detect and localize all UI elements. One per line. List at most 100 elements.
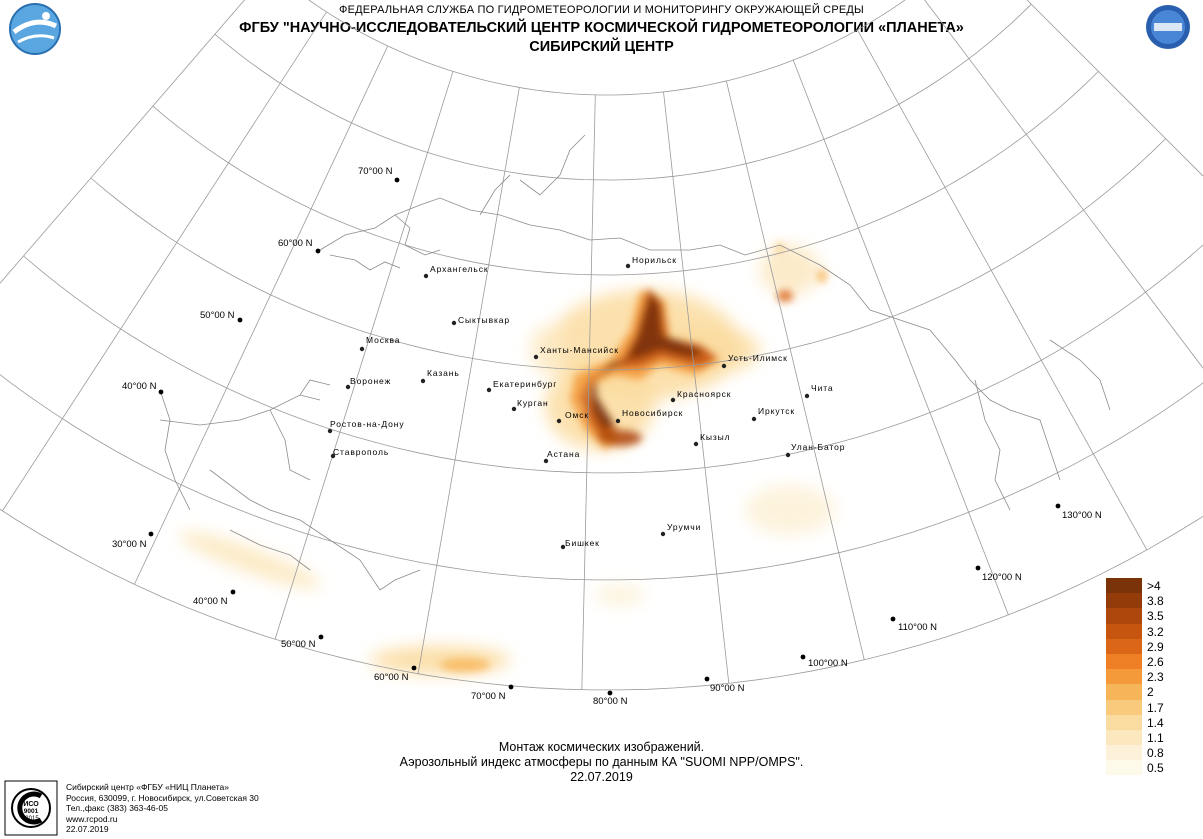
city-marker: Чита: [804, 383, 833, 399]
legend-label: 3.2: [1147, 624, 1164, 639]
legend-label: 2.3: [1147, 670, 1164, 685]
latitude-label: 60°00 N: [278, 238, 313, 249]
legend-label: >4: [1147, 579, 1161, 593]
meridian-30: [1026, 0, 1203, 177]
city-marker: Астана: [543, 449, 580, 464]
grid-tick: [975, 565, 981, 571]
footer-phone: Тел.,факс (383) 363-46-05: [66, 803, 168, 814]
coastline-segment: [394, 214, 441, 256]
legend-swatch: [1106, 729, 1142, 746]
city-dot: [556, 418, 562, 424]
city-dot: [486, 387, 492, 393]
meridian-90: [581, 94, 596, 690]
longitude-label: 120°00 N: [982, 572, 1022, 583]
city-label: Кызыл: [700, 432, 731, 442]
city-marker: Улан-Батор: [785, 442, 845, 458]
city-dot: [330, 453, 336, 459]
city-label: Ханты-Мансийск: [540, 345, 619, 355]
meridian-60: [792, 60, 1009, 616]
svg-text:ИСО: ИСО: [23, 801, 39, 808]
footer-date: 22.07.2019: [66, 824, 109, 835]
legend-label: 3.8: [1147, 594, 1164, 609]
grid-tick: [704, 676, 710, 682]
meridian-120: [134, 45, 389, 585]
footer-address: Россия, 630099, г. Новосибирск, ул.Совет…: [66, 792, 259, 803]
legend-label: 0.5: [1147, 761, 1164, 776]
city-dot: [670, 397, 676, 403]
coastline-segment: [319, 197, 931, 331]
city-marker: Ставрополь: [330, 447, 388, 459]
longitude-label: 50°00 N: [281, 639, 316, 650]
city-dot: [751, 416, 757, 422]
city-marker: Усть-Илимск: [721, 353, 788, 369]
footer-website: www.rcpod.ru: [66, 813, 118, 824]
parallel-20: [0, 508, 1203, 691]
page-subtitle: СИБИРСКИЙ ЦЕНТР: [529, 39, 674, 55]
city-dot: [693, 441, 699, 447]
latitude-label: 40°00 N: [122, 381, 157, 392]
legend-swatch: [1106, 745, 1142, 761]
longitude-label: 60°00 N: [374, 672, 409, 683]
city-dot: [543, 458, 549, 464]
legend-swatch: [1106, 714, 1142, 730]
coastline-segment: [929, 329, 1061, 481]
meridian-40: [924, 0, 1203, 369]
city-dot: [511, 406, 517, 412]
city-marker: Кызыл: [693, 432, 731, 447]
city-label: Красноярск: [677, 389, 731, 399]
meridian-110: [274, 71, 454, 640]
legend-label: 2.9: [1147, 639, 1164, 654]
grid-tick: [237, 317, 243, 323]
city-label: Екатеринбург: [493, 379, 557, 389]
city-label: Усть-Илимск: [728, 353, 788, 363]
grid-tick: [318, 634, 324, 640]
coastline-segment: [1049, 339, 1111, 411]
legend-swatch: [1106, 638, 1142, 654]
city-dot: [345, 384, 351, 390]
coastline-segment: [229, 529, 311, 571]
meridian-130: [2, 11, 327, 512]
city-dot: [660, 531, 666, 537]
caption-date: 22.07.2019: [570, 770, 633, 784]
city-markers: Норильск Архангельск Сыктывкар Москва Ханты-…: [327, 255, 845, 550]
city-marker: Иркутск: [751, 406, 794, 422]
coastline-segment: [379, 569, 421, 591]
grid-tick: [607, 690, 613, 696]
city-label: Ростов-на-Дону: [330, 419, 405, 429]
legend-swatch: [1106, 669, 1142, 685]
longitude-label: 100°00 N: [808, 658, 848, 669]
parallel-50: [90, 138, 1166, 371]
coastline-segment: [159, 394, 321, 426]
city-marker: Москва: [359, 335, 400, 352]
city-marker: Курган: [511, 398, 549, 412]
coastline-segment: [269, 409, 311, 481]
coastline-segment: [159, 389, 191, 511]
longitude-label: 40°00 N: [193, 596, 228, 607]
city-label: Улан-Батор: [791, 442, 845, 452]
parallel-80: [308, 0, 906, 96]
city-dot: [560, 544, 566, 550]
parallel-60: [152, 71, 1099, 276]
longitude-label: 70°00 N: [471, 691, 506, 702]
coastline-segment: [519, 134, 586, 196]
city-dot: [359, 346, 365, 352]
city-marker: Красноярск: [670, 389, 731, 403]
grid-tick: [148, 531, 154, 537]
longitude-label: 90°00 N: [710, 683, 745, 694]
svg-text:-2015: -2015: [23, 816, 39, 822]
legend-swatch: [1106, 623, 1142, 639]
city-label: Курган: [517, 398, 549, 408]
iss-vct-logo: [1146, 5, 1190, 49]
coastline-segment: [299, 379, 331, 396]
grid-tick: [315, 248, 321, 254]
latitude-label: 50°00 N: [200, 310, 235, 321]
grid-tick: [1055, 503, 1061, 509]
legend-label: 2: [1147, 685, 1154, 700]
city-label: Астана: [547, 449, 580, 459]
city-marker: Новосибирск: [615, 408, 682, 424]
city-label: Москва: [366, 335, 400, 345]
city-label: Сыктывкар: [458, 315, 510, 325]
longitude-label: 130°00 N: [1062, 510, 1102, 521]
city-dot: [804, 393, 810, 399]
